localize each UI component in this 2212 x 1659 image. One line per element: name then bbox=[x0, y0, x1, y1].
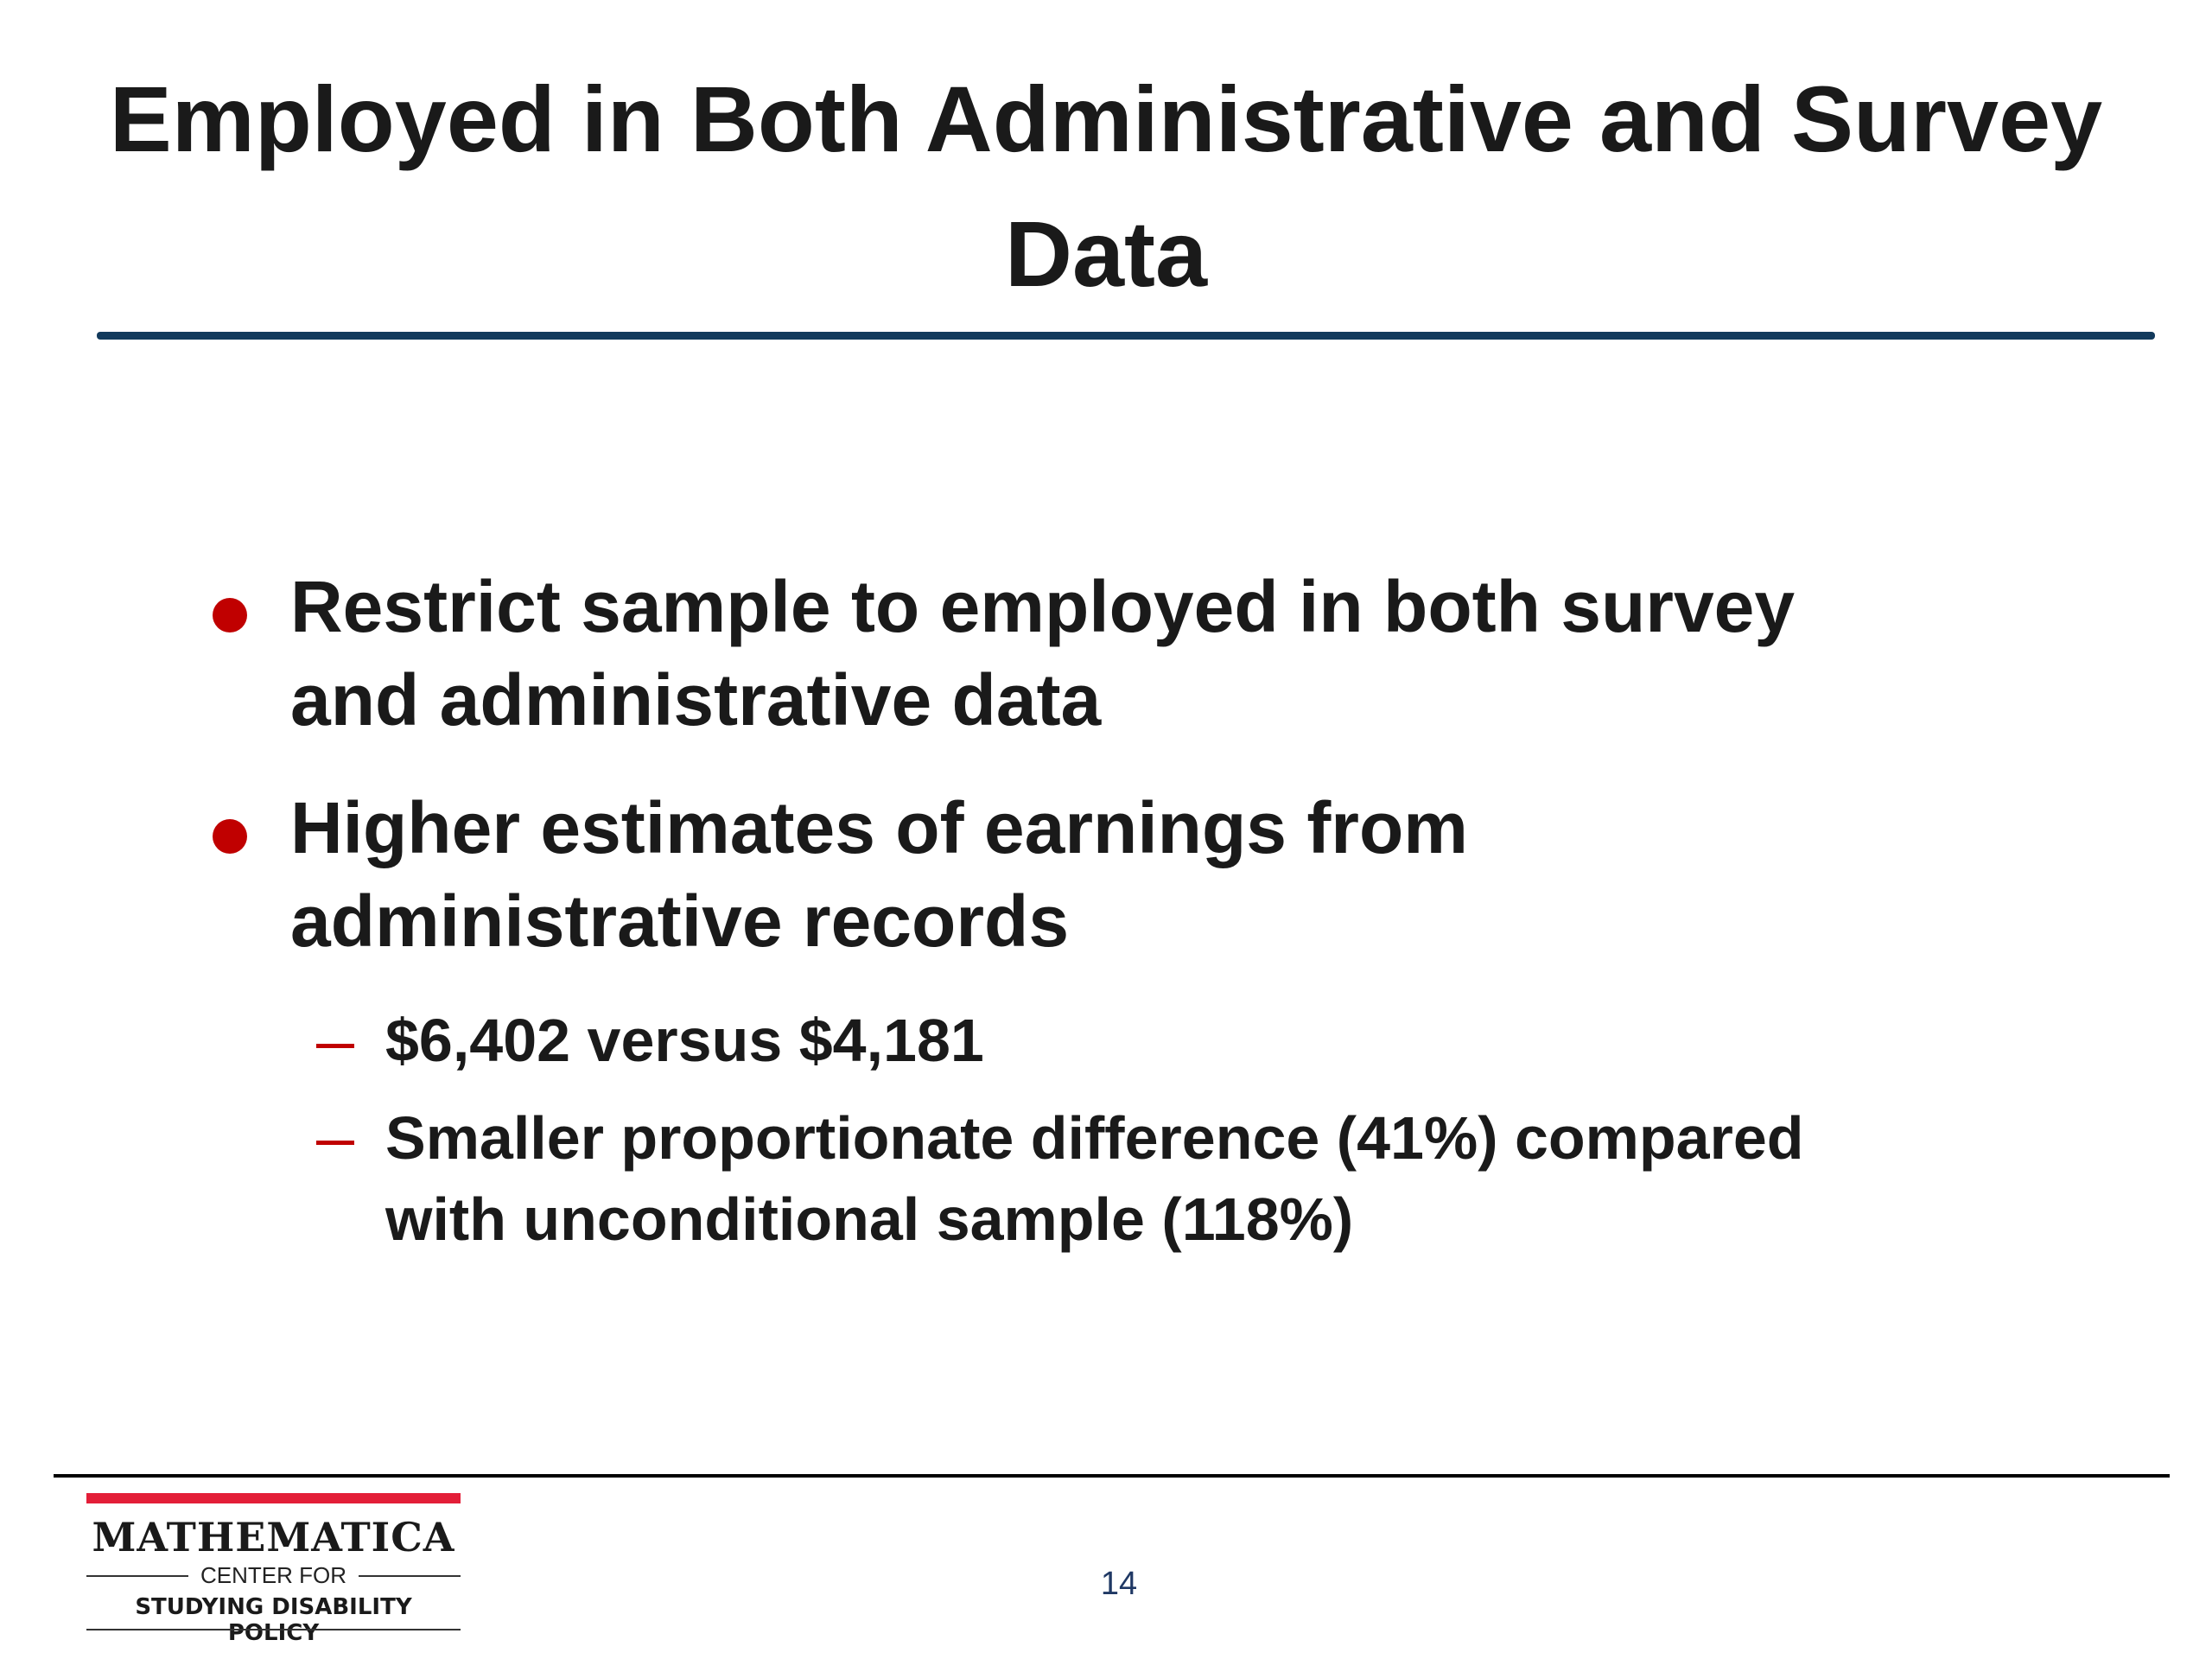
logo-bar bbox=[86, 1493, 461, 1503]
bullet-dot bbox=[213, 598, 247, 632]
page-number: 14 bbox=[1100, 1566, 1138, 1602]
title-rule bbox=[97, 332, 2155, 340]
logo-line bbox=[86, 1574, 188, 1577]
logo-unit: STUDYING DISABILITY POLICY bbox=[135, 1594, 412, 1646]
logo-line bbox=[359, 1574, 461, 1577]
logo-line bbox=[86, 1629, 461, 1630]
logo-name: MATHEMATICA bbox=[92, 1514, 455, 1560]
bullet-text: Higher estimates of earnings from admini… bbox=[290, 787, 1468, 962]
sub-dash bbox=[316, 1044, 354, 1048]
bullet-text: Restrict sample to employed in both surv… bbox=[290, 566, 1796, 741]
sub-bullet-text: Smaller proportionate difference (41%) c… bbox=[385, 1104, 1804, 1253]
slide-title: Employed in Both Administrative and Surv… bbox=[109, 67, 2103, 306]
bullet-dot bbox=[213, 819, 247, 854]
sub-dash bbox=[316, 1141, 354, 1145]
footer-rule bbox=[54, 1474, 2170, 1478]
sub-bullet-text: $6,402 versus $4,181 bbox=[385, 1007, 984, 1074]
logo-center: CENTER FOR bbox=[86, 1562, 461, 1589]
logo-center-text: CENTER FOR bbox=[200, 1562, 346, 1588]
